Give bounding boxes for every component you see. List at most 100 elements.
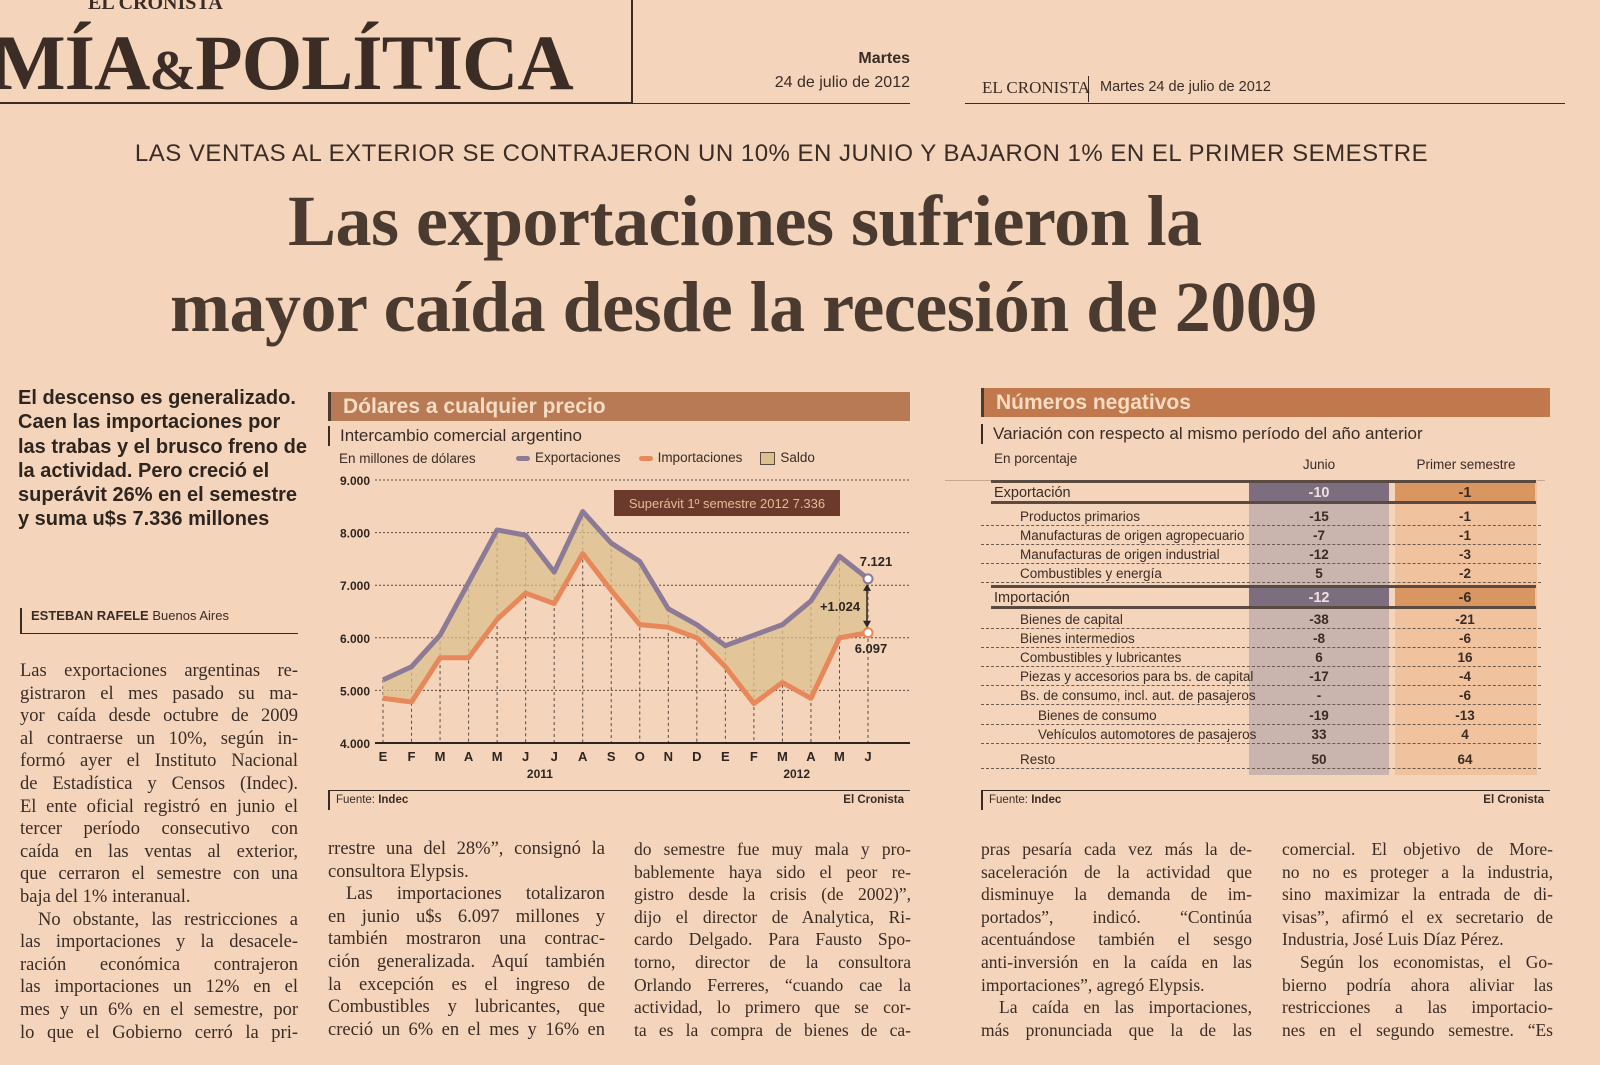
source-label: Fuente: [336, 794, 375, 806]
semestre-column-bg [1395, 480, 1537, 775]
chart-box: Dólares a cualquier precio Intercambio c… [328, 392, 910, 446]
section-title-start: MÍA [0, 19, 150, 106]
table-box: Números negativos Variación con respecto… [981, 388, 1550, 444]
text-line: ción generalizada. Aquí también [328, 951, 605, 972]
row-label: Combustibles y energía [1020, 566, 1162, 581]
x-tick-label: O [635, 749, 645, 764]
divider [632, 103, 910, 104]
x-tick-label: M [492, 749, 503, 764]
text-line: saceleración de la actividad que [981, 861, 1252, 882]
value-junio: -38 [1309, 612, 1329, 627]
text-line: al contraerse un 10%, según in- [20, 728, 298, 749]
table-title: Números negativos [981, 388, 1550, 417]
x-tick-label: J [522, 749, 529, 764]
chart-legend: Exportaciones Importaciones Saldo [516, 450, 815, 465]
value-semestre: -2 [1458, 566, 1471, 581]
source: Indec [378, 794, 409, 806]
row-label: Bienes de capital [1020, 612, 1123, 627]
row-label: Productos primarios [1020, 509, 1141, 524]
value-semestre: -1 [1458, 528, 1471, 543]
legend-swatch [516, 455, 530, 461]
text-line: más pronunciada que la de las [981, 1019, 1252, 1040]
text-line: gistraron el mes pasado su ma- [20, 683, 298, 704]
text-line: en junio u$s 6.097 millones y [328, 906, 605, 927]
value-semestre: 64 [1457, 752, 1473, 767]
value-junio: -7 [1312, 528, 1325, 543]
superavit-box [614, 490, 840, 516]
table-row: Vehículos automotores de pasajeros 33 4 [981, 725, 1541, 744]
legend-label: Exportaciones [535, 450, 621, 465]
text-line: la excepción es el ingreso de [328, 974, 605, 995]
text-line: baja del 1% interanual. [20, 886, 191, 907]
value-junio: - [1316, 688, 1322, 703]
x-tick-label: F [750, 749, 758, 764]
legend-exportaciones: Exportaciones [516, 450, 621, 465]
chart-ylabel: En millones de dólares [339, 451, 476, 466]
text-line: creció un 6% en el mes y 16% en [328, 1019, 605, 1040]
table-row: Bs. de consumo, incl. aut. de pasajeros -… [981, 686, 1541, 705]
value-junio: 5 [1315, 566, 1323, 581]
value-junio: -12 [1249, 588, 1389, 606]
text-line: bablemente haya sido el peor re- [634, 861, 911, 882]
body-column-5: comercial. El objetivo de More-no no es … [1282, 838, 1553, 1041]
credit: El Cronista [1483, 794, 1544, 806]
value-semestre: -6 [1458, 688, 1471, 703]
export-value-label: 7.121 [860, 554, 893, 569]
body-column-1: Las exportaciones argentinas re-gistraro… [20, 660, 298, 1044]
text-line: Orlando Ferreres, “cuando cae la [634, 974, 911, 995]
x-tick-label: M [435, 749, 446, 764]
text-line: de Estadística y Censos (Indec). [20, 773, 298, 794]
junio-column-bg [1249, 480, 1389, 775]
issue-date-right: Martes 24 de julio de 2012 [1100, 79, 1271, 95]
byline-place: Buenos Aires [152, 608, 229, 623]
source: Indec [1031, 794, 1062, 806]
difference-label: +1.024 [820, 599, 861, 614]
issue-day: Martes [858, 50, 910, 67]
year-label: 2012 [783, 767, 810, 781]
table-row: Productos primarios -15 -1 [981, 507, 1541, 526]
col-header-junio: Junio [1302, 457, 1336, 472]
value-semestre: 4 [1461, 727, 1469, 742]
text-line: torno, director de la consultora [634, 951, 911, 972]
text-line: dijo el director de Analytica, Ri- [634, 906, 911, 927]
text-line: rrestre una del 28%”, consignó la [328, 839, 605, 859]
table-row: Manufacturas de origen industrial -12 -3 [981, 545, 1541, 564]
table-row: Bienes intermedios -8 -6 [981, 629, 1541, 648]
exportaciones-line [381, 509, 870, 683]
value-junio: -17 [1309, 669, 1329, 684]
table-unit: En porcentaje [994, 451, 1078, 466]
text-line: tercer período consecutivo con [20, 819, 298, 840]
table-row: Resto 50 64 [981, 750, 1541, 769]
text-line: do semestre fue muy mala y pro- [634, 839, 911, 859]
x-tick-label: J [864, 749, 871, 764]
text-line: Las importaciones totalizaron [346, 884, 605, 905]
table-row: Combustibles y lubricantes 6 16 [981, 648, 1541, 667]
body-column-4: pras pesaría cada vez más la de-sacelera… [981, 838, 1252, 1041]
text-line: El ente oficial registró en junio el [20, 796, 298, 817]
text-line: Según los economistas, el Go- [1300, 951, 1553, 972]
y-tick-label: 7.000 [340, 579, 370, 593]
legend-saldo: Saldo [760, 450, 815, 465]
x-tick-label: M [777, 749, 788, 764]
y-tick-label: 9.000 [340, 474, 370, 488]
text-line: que cerraron el semestre con una [20, 864, 298, 885]
lead-paragraph: El descenso es generalizado. Caen las im… [18, 387, 307, 531]
paper-logo: EL CRONISTA [88, 0, 223, 14]
value-junio: -12 [1309, 547, 1329, 562]
table-row: Manufacturas de origen agropecuario -7 -1 [981, 526, 1541, 545]
section-title: MÍA&POLÍTICA [0, 18, 574, 108]
y-tick-label: 4.000 [340, 737, 370, 751]
chart-subtitle: Intercambio comercial argentino [328, 426, 910, 446]
section-title-end: POLÍTICA [194, 19, 574, 106]
row-label: Manufacturas de origen industrial [1020, 547, 1220, 562]
issue-date: 24 de julio de 2012 [774, 74, 910, 91]
y-tick-label: 8.000 [340, 527, 370, 541]
value-semestre: -13 [1455, 708, 1475, 723]
table-row: Exportación -10 -1 [991, 480, 1536, 504]
x-tick-label: A [464, 749, 474, 764]
paper-logo-right: EL CRONISTA [982, 78, 1091, 97]
x-tick-label: E [379, 749, 388, 764]
text-line: gistro desde la crisis (de 2002)”, [634, 884, 911, 905]
text-line: pras pesaría cada vez más la de- [981, 839, 1252, 859]
value-semestre: -3 [1458, 547, 1471, 562]
